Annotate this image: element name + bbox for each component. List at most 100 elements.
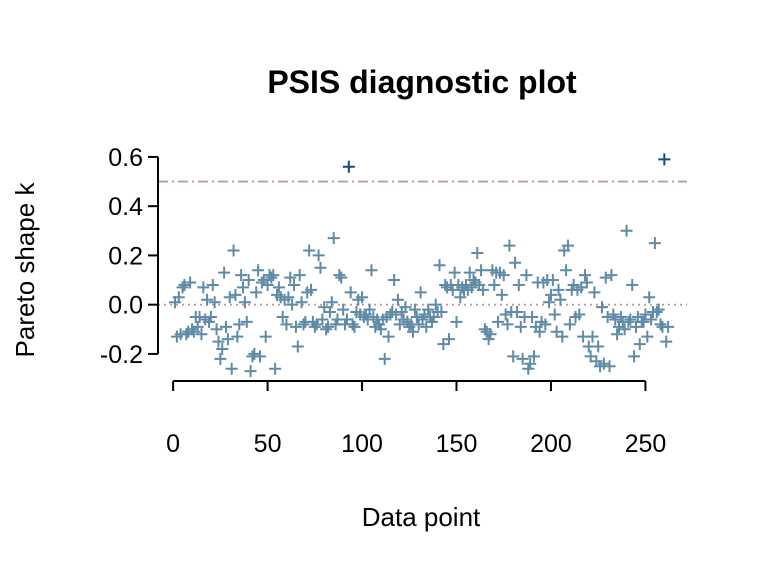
data-point xyxy=(560,264,573,277)
data-point xyxy=(603,360,616,373)
data-point xyxy=(356,291,369,304)
data-point xyxy=(648,237,661,250)
data-point xyxy=(221,333,234,346)
data-point xyxy=(633,338,646,351)
data-point xyxy=(533,325,546,338)
data-point xyxy=(554,293,567,306)
data-point xyxy=(267,269,280,282)
data-point xyxy=(218,266,231,279)
x-tick-label: 100 xyxy=(341,430,383,458)
data-point xyxy=(645,313,658,326)
data-point xyxy=(503,239,516,252)
data-point xyxy=(252,264,265,277)
data-point xyxy=(233,318,246,331)
data-point xyxy=(259,330,272,343)
data-point xyxy=(463,266,476,279)
data-point xyxy=(225,362,238,375)
data-point xyxy=(244,365,257,378)
y-axis-title: Pareto shape k xyxy=(10,182,40,358)
data-point xyxy=(516,352,529,365)
data-point xyxy=(374,323,387,336)
data-point xyxy=(488,278,501,291)
data-point xyxy=(658,153,671,166)
data-point xyxy=(520,269,533,282)
data-point xyxy=(588,286,601,299)
data-point xyxy=(595,301,608,314)
data-point xyxy=(235,269,248,282)
data-point xyxy=(497,269,510,282)
data-point xyxy=(191,320,204,333)
data-point xyxy=(609,313,622,326)
data-point xyxy=(305,283,318,296)
axes: -0.2 0.0 0.2 0.4 0.6 0 50 100 150 200 250 xyxy=(100,144,666,458)
data-point xyxy=(223,291,236,304)
data-point xyxy=(556,330,569,343)
x-tick-label: 50 xyxy=(254,430,282,458)
data-point xyxy=(172,291,185,304)
data-point xyxy=(414,286,427,299)
data-point xyxy=(501,318,514,331)
data-point xyxy=(316,313,329,326)
data-point xyxy=(327,232,340,245)
x-axis-title: Data point xyxy=(362,502,481,532)
data-point xyxy=(652,303,665,316)
data-point xyxy=(599,271,612,284)
data-point xyxy=(573,308,586,321)
data-point xyxy=(399,301,412,314)
data-point xyxy=(208,296,221,309)
data-point xyxy=(286,298,299,311)
data-point xyxy=(539,318,552,331)
data-point xyxy=(628,350,641,363)
data-point xyxy=(282,291,295,304)
data-point xyxy=(484,328,497,341)
data-point xyxy=(176,281,189,294)
data-point xyxy=(248,347,261,360)
data-point xyxy=(323,306,336,319)
data-point xyxy=(204,310,217,323)
data-point xyxy=(193,310,206,323)
data-point xyxy=(333,269,346,282)
data-point xyxy=(289,320,302,333)
data-points xyxy=(169,153,675,378)
x-tick-label: 250 xyxy=(625,430,667,458)
data-point xyxy=(382,330,395,343)
data-point xyxy=(220,320,233,333)
data-point xyxy=(272,281,285,294)
data-point xyxy=(454,291,467,304)
data-point xyxy=(348,320,361,333)
data-point xyxy=(269,362,282,375)
data-point xyxy=(527,350,540,363)
data-point xyxy=(435,306,448,319)
data-point xyxy=(407,325,420,338)
data-point xyxy=(261,278,274,291)
data-point xyxy=(201,293,214,306)
data-point xyxy=(433,259,446,272)
data-point xyxy=(250,286,263,299)
y-tick-label: -0.2 xyxy=(100,341,143,369)
data-point xyxy=(563,318,576,331)
data-point xyxy=(293,269,306,282)
y-tick-label: 0.0 xyxy=(108,292,143,320)
data-point xyxy=(442,333,455,346)
data-point xyxy=(322,320,335,333)
data-point xyxy=(580,276,593,289)
data-point xyxy=(391,293,404,306)
data-point xyxy=(320,323,333,336)
data-point xyxy=(512,278,525,291)
chart-title: PSIS diagnostic plot xyxy=(267,64,577,100)
data-point xyxy=(410,310,423,323)
data-point xyxy=(552,283,565,296)
data-point xyxy=(390,308,403,321)
data-point xyxy=(308,320,321,333)
y-tick-label: 0.4 xyxy=(108,193,143,221)
data-point xyxy=(618,323,631,336)
data-point xyxy=(524,357,537,370)
data-point xyxy=(291,340,304,353)
data-point xyxy=(242,274,255,287)
reference-lines xyxy=(158,180,687,306)
data-point xyxy=(626,278,639,291)
data-point xyxy=(363,303,376,316)
data-point xyxy=(229,288,242,301)
data-point xyxy=(471,246,484,259)
